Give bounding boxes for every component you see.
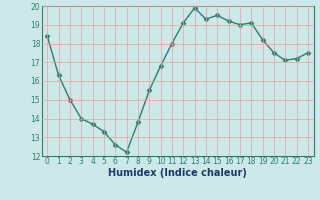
- X-axis label: Humidex (Indice chaleur): Humidex (Indice chaleur): [108, 168, 247, 178]
